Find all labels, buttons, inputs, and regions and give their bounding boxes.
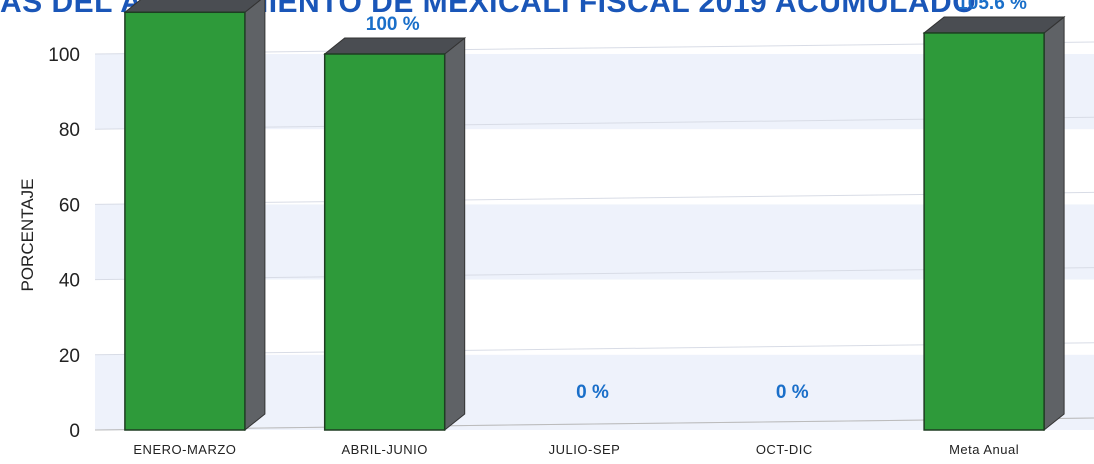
y-tick-label: 0: [69, 421, 80, 442]
bar-top: [922, 16, 1066, 34]
x-tick-label: ENERO-MARZO: [133, 442, 236, 457]
y-tick-label: 80: [59, 120, 80, 141]
y-tick-label: 20: [59, 346, 80, 367]
bar-top: [323, 37, 467, 55]
data-label: 0 %: [576, 382, 609, 403]
bar-side: [444, 36, 466, 432]
bar: [923, 32, 1045, 431]
x-tick-label: OCT-DIC: [756, 442, 813, 457]
y-tick-label: 60: [59, 195, 80, 216]
bar-top: [123, 0, 262, 13]
x-tick-label: JULIO-SEP: [549, 442, 621, 457]
x-tick-label: Meta Anual: [949, 442, 1019, 457]
y-tick-label: 40: [59, 271, 80, 292]
bar-side: [1043, 15, 1065, 432]
data-label: 105.6 %: [957, 0, 1027, 14]
y-tick-label: 100: [48, 45, 80, 66]
data-label: 100 %: [366, 14, 420, 35]
bar: [124, 11, 246, 431]
bar: [323, 53, 446, 431]
bar-side: [244, 0, 266, 432]
data-label: 0 %: [776, 382, 809, 403]
x-tick-label: ABRIL-JUNIO: [341, 442, 427, 457]
